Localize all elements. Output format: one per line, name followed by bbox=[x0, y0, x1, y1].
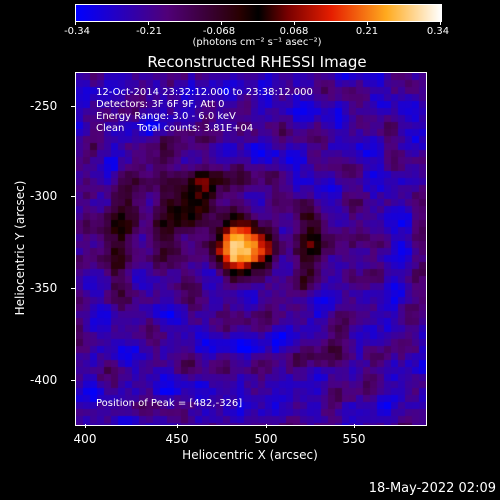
info-peak-position: Position of Peak = [482,-326] bbox=[96, 398, 243, 409]
colorbar-tick-label: -0.068 bbox=[202, 26, 236, 37]
colorbar-tick-label: 0.34 bbox=[426, 26, 450, 37]
plot-title: Reconstructed RHESSI Image bbox=[147, 53, 367, 71]
colorbar-tick-label: -0.21 bbox=[136, 26, 162, 37]
colorbar-tick-label: -0.34 bbox=[64, 26, 90, 37]
x-tick-label: 550 bbox=[342, 432, 366, 446]
info-time-range: 12-Oct-2014 23:32:12.000 to 23:38:12.000 bbox=[96, 87, 313, 98]
image-plot[interactable]: 12-Oct-2014 23:32:12.000 to 23:38:12.000… bbox=[75, 72, 427, 426]
colorbar-tick-label: 0.068 bbox=[279, 26, 309, 37]
y-tick-label: -300 bbox=[30, 189, 58, 203]
x-tick bbox=[354, 424, 355, 428]
colorbar-tick bbox=[75, 21, 76, 25]
x-tick-label: 500 bbox=[254, 432, 278, 446]
colorbar-units: (photons cm⁻² s⁻¹ asec⁻²) bbox=[192, 37, 322, 48]
colorbar-tick bbox=[440, 21, 441, 25]
y-tick bbox=[71, 196, 75, 197]
y-tick-label: -350 bbox=[30, 281, 58, 295]
y-tick bbox=[71, 106, 75, 107]
y-tick-label: -250 bbox=[30, 99, 58, 113]
colorbar-tick bbox=[221, 21, 222, 25]
colorbar-tick bbox=[148, 21, 149, 25]
x-tick bbox=[85, 424, 86, 428]
y-tick-label: -400 bbox=[30, 373, 58, 387]
info-energy-range: Energy Range: 3.0 - 6.0 keV bbox=[96, 111, 236, 122]
colorbar-tick bbox=[294, 21, 295, 25]
colorbar bbox=[75, 4, 442, 22]
y-tick bbox=[71, 380, 75, 381]
colorbar-tick bbox=[367, 21, 368, 25]
x-tick bbox=[177, 424, 178, 428]
x-tick bbox=[266, 424, 267, 428]
y-tick bbox=[71, 288, 75, 289]
x-axis-label: Heliocentric X (arcsec) bbox=[182, 448, 318, 462]
x-tick-label: 450 bbox=[165, 432, 189, 446]
y-axis-label: Heliocentric Y (arcsec) bbox=[13, 180, 27, 316]
x-tick-label: 400 bbox=[73, 432, 97, 446]
heatmap-image bbox=[76, 73, 426, 425]
info-clean-counts: Clean Total counts: 3.81E+04 bbox=[96, 123, 254, 134]
plot-timestamp: 18-May-2022 02:09 bbox=[368, 481, 496, 496]
info-detectors: Detectors: 3F 6F 9F, Att 0 bbox=[96, 99, 225, 110]
colorbar-tick-label: 0.21 bbox=[355, 26, 379, 37]
